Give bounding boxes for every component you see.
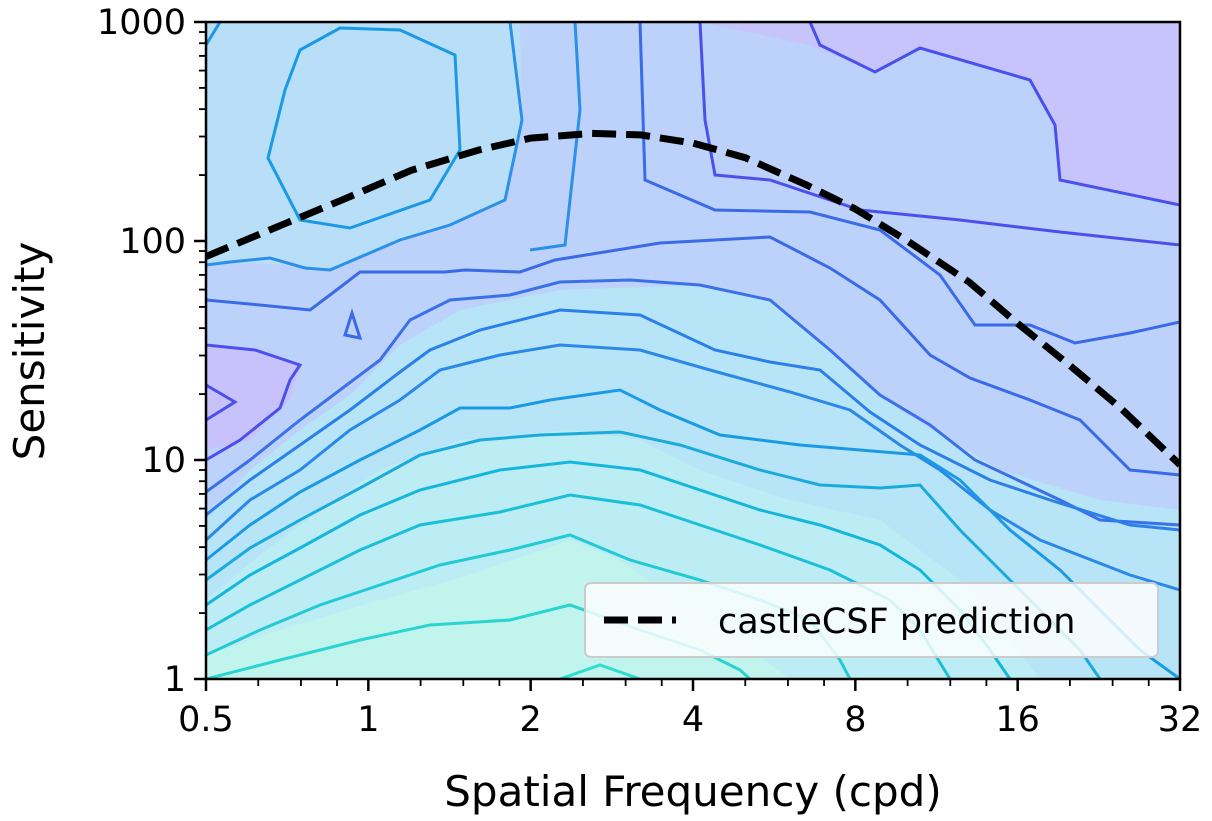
x-tick-label: 0.5 <box>178 700 234 740</box>
y-tick-label: 10 <box>141 441 186 481</box>
contour-fill-corner <box>206 345 300 450</box>
x-tick-label: 4 <box>682 700 704 740</box>
contour-line <box>206 308 1180 532</box>
contour-fill-high <box>700 22 1180 205</box>
x-tick-label: 1 <box>357 700 379 740</box>
x-axis-label: Spatial Frequency (cpd) <box>444 767 941 816</box>
contour-line <box>559 663 641 679</box>
y-tick-label: 1 <box>164 660 186 700</box>
legend-entry: castleCSF prediction <box>718 602 1075 642</box>
x-tick-label: 32 <box>1158 700 1203 740</box>
x-tick-label: 2 <box>520 700 542 740</box>
contour-line <box>206 343 303 462</box>
contour-line <box>206 22 222 46</box>
contour-line <box>206 343 1180 592</box>
y-axis-label: Sensitivity <box>5 242 54 461</box>
contour-line <box>206 278 1180 527</box>
contour-line <box>206 383 238 422</box>
contour-line <box>638 22 1180 345</box>
legend-box <box>584 582 1159 658</box>
y-tick-label: 100 <box>119 222 186 262</box>
contour-line <box>206 603 752 679</box>
contour-line <box>266 26 462 230</box>
contour-line <box>698 22 1180 247</box>
y-tick-label: 1000 <box>97 3 186 43</box>
x-tick-label: 16 <box>995 700 1040 740</box>
contour-line <box>206 22 524 272</box>
contour-fill-left-peak <box>206 22 522 270</box>
x-tick-label: 8 <box>844 700 866 740</box>
contour-line <box>206 430 1102 679</box>
contour-line <box>343 308 363 340</box>
series-line-prediction <box>206 129 1180 468</box>
contour-line <box>206 235 1180 477</box>
contour-line <box>206 388 1180 679</box>
contour-line <box>808 22 1180 207</box>
contour-line <box>529 22 582 252</box>
legend: castleCSF prediction <box>584 582 1159 658</box>
